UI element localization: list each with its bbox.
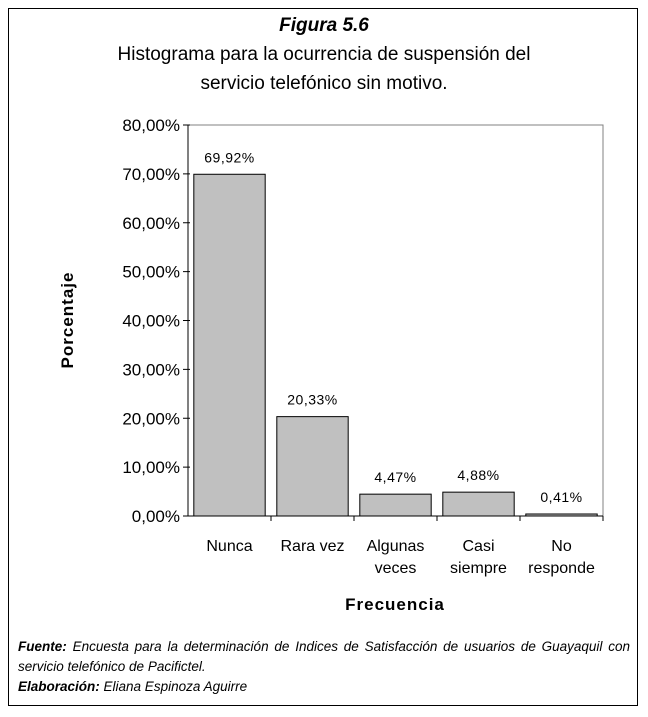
source-text: Encuesta para la determinación de Indice… [18,639,630,674]
x-axis-label: Frecuencia [345,595,445,614]
chart-title: Figura 5.6 [279,15,369,36]
y-tick-label: 50,00% [122,263,180,282]
x-tick-label: Nunca [206,538,252,555]
y-tick-label: 20,00% [122,409,180,428]
chart-subtitle: servicio telefónico sin motivo. [200,73,447,94]
x-tick-label: Rara vez [280,538,344,555]
bar [442,491,515,517]
value-label: 20,33% [287,392,337,408]
y-tick-label: 0,00% [132,507,180,526]
y-tick-label: 60,00% [122,214,180,233]
author-text: Eliana Espinoza Aguirre [103,679,248,694]
x-tick-label: Casi [462,538,494,555]
x-tick-label: veces [375,560,417,577]
y-tick-label: 10,00% [122,458,180,477]
source-label: Fuente: [18,639,67,654]
author-label: Elaboración: [18,679,100,694]
author-note: Elaboración: Eliana Espinoza Aguirre [18,677,630,697]
bar [276,416,349,517]
value-label: 0,41% [540,489,582,505]
value-label: 69,92% [204,149,254,165]
x-tick-label: No [551,538,572,555]
y-tick-label: 40,00% [122,312,180,331]
chart-subtitle: Histograma para la ocurrencia de suspens… [118,44,531,65]
source-note: Fuente: Encuesta para la determinación d… [18,637,630,677]
x-tick-label: Algunas [367,538,425,555]
bar [359,493,432,517]
y-axis-label: Porcentaje [58,272,77,369]
value-label: 4,88% [457,467,499,483]
x-tick-label: siempre [450,560,507,577]
bar [525,513,598,517]
y-tick-label: 80,00% [122,116,180,135]
notes: Fuente: Encuesta para la determinación d… [18,637,630,697]
y-tick-label: 30,00% [122,360,180,379]
x-tick-label: responde [528,560,595,577]
value-label: 4,47% [374,469,416,485]
figure-frame [8,8,638,706]
bar [193,173,266,517]
y-tick-label: 70,00% [122,165,180,184]
